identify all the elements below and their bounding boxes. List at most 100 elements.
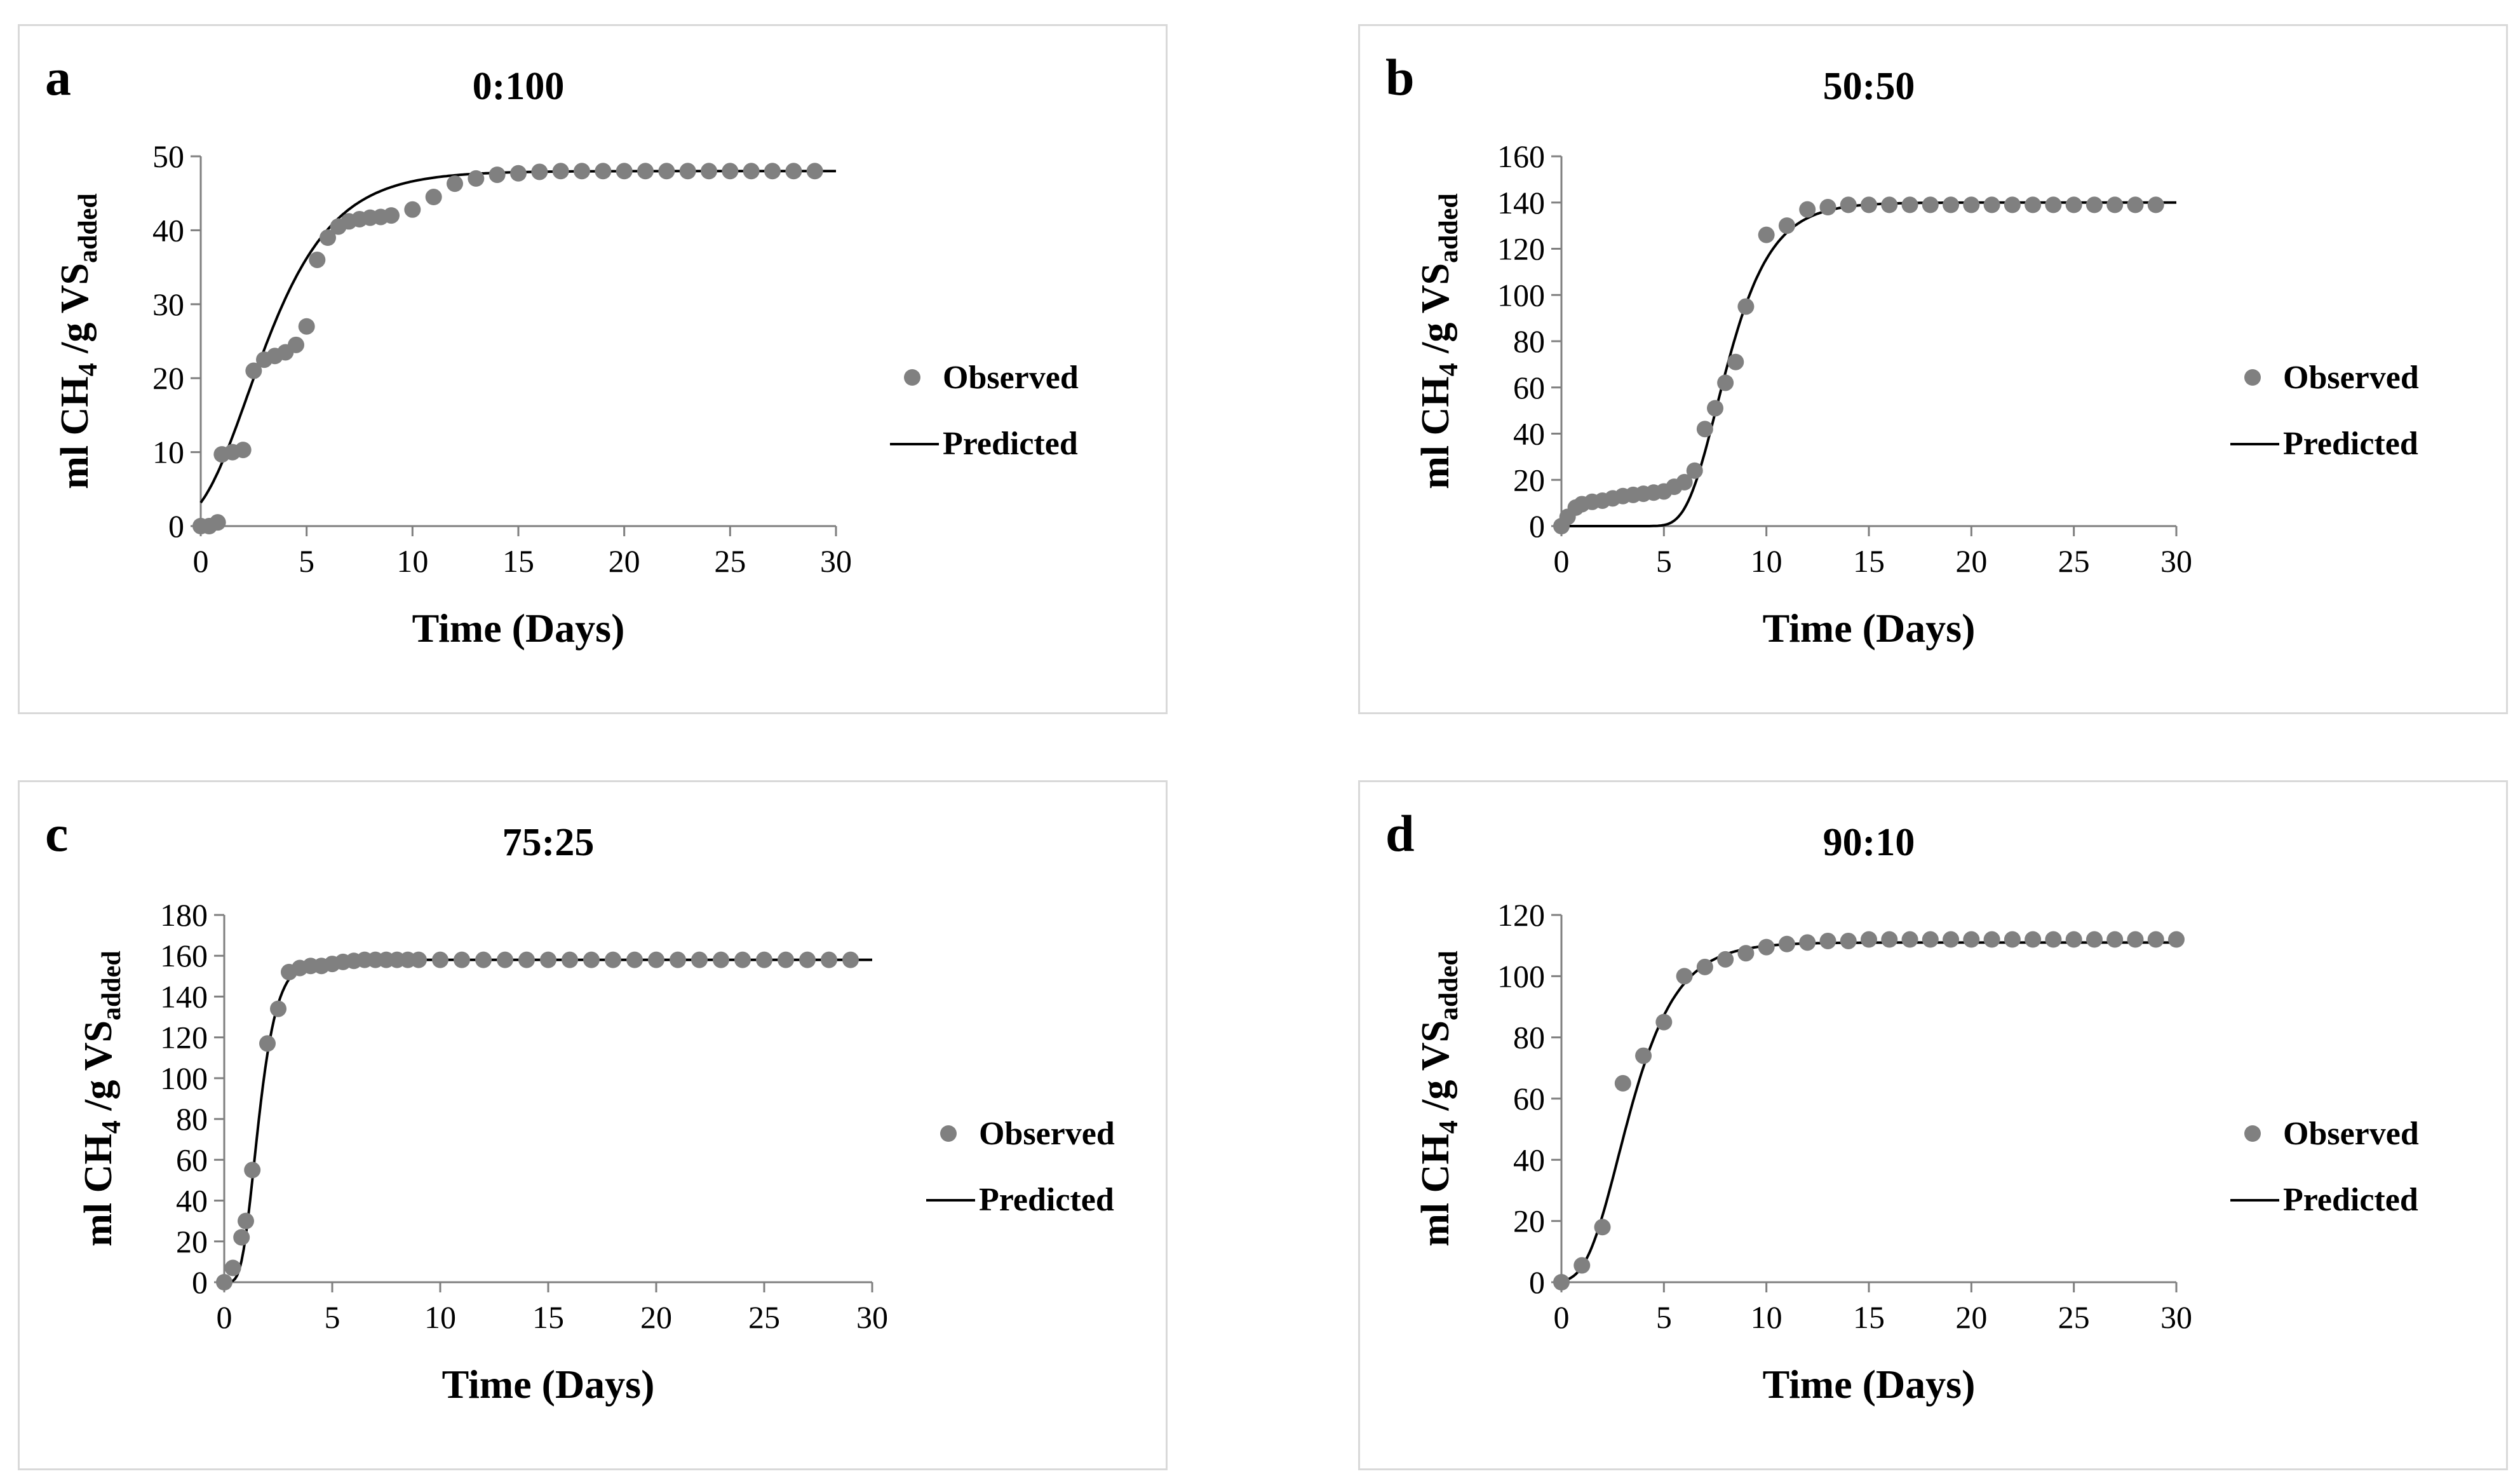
observed-point [1778,217,1795,234]
observed-point [2004,931,2021,948]
observed-point [778,951,794,968]
legend-observed-label: Observed [2283,1116,2419,1152]
observed-point [2085,931,2103,948]
observed-point [288,336,304,353]
observed-point [1717,951,1734,968]
x-tick-label: 30 [820,543,852,579]
observed-point [259,1035,276,1052]
observed-point [756,951,772,968]
x-axis-label: Time (Days) [442,1362,655,1407]
legend-predicted-label: Predicted [2283,1182,2418,1218]
y-tick-label: 100 [160,1060,208,1096]
legend-observed-label: Observed [979,1116,1115,1152]
observed-point [734,951,751,968]
observed-point [489,166,506,184]
y-tick-label: 120 [1497,897,1545,933]
x-tick-label: 25 [748,1299,780,1335]
x-tick-label: 15 [502,543,534,579]
observed-point [1963,196,1980,213]
observed-point [2147,931,2164,948]
panel-letter: b [1385,48,1415,106]
legend-observed-marker [2244,369,2261,386]
observed-point [2127,196,2144,213]
observed-point [234,442,252,459]
chart-title: 0:100 [473,65,565,108]
observed-point [1963,931,1980,948]
observed-point [2106,196,2124,213]
legend-predicted-label: Predicted [2283,426,2418,462]
chart-title: 75:25 [502,821,595,864]
observed-point [1676,968,1693,985]
y-axis-label-sub2: added [1434,193,1464,263]
observed-point [1881,196,1898,213]
observed-point [2025,196,2042,213]
x-tick-label: 25 [2058,1299,2090,1335]
observed-point [691,951,708,968]
observed-point [209,514,226,531]
x-tick-label: 15 [1853,543,1885,579]
observed-point [1881,931,1898,948]
legend-observed-marker [904,369,920,386]
legend-observed-label: Observed [943,360,1079,396]
observed-point [1861,196,1877,213]
chart-panel-a: a 0:100 0 10 20 30 40 50 0 5 10 15 20 25 30 Time (Days)… [18,24,1168,714]
observed-point [238,1212,254,1229]
y-axis-label-sub2: added [74,193,103,263]
observed-point [1983,196,2000,213]
observed-point [806,163,823,180]
y-tick-label: 160 [1497,139,1545,174]
x-tick-label: 0 [1554,1299,1570,1335]
observed-point [1696,958,1713,975]
chart-svg-d: d 90:10 0 20 40 60 80 100 120 0 5 10 15 20 25 30 Time (D… [1385,804,2419,1407]
y-tick-label: 0 [1529,1264,1545,1300]
predicted-line [1561,941,2176,1283]
observed-point [1614,1074,1631,1092]
y-tick-label: 100 [1497,958,1545,994]
observed-point [670,951,686,968]
x-tick-label: 15 [1853,1299,1885,1335]
x-tick-label: 10 [396,543,428,579]
y-axis-label-main: ml CH [53,376,97,489]
predicted-line [1561,201,2176,527]
chart-title: 90:10 [1823,821,1915,864]
chart-svg-a: a 0:100 0 10 20 30 40 50 0 5 10 15 20 25 30 Time (Days)… [45,48,1079,651]
y-tick-label: 80 [1513,1020,1545,1055]
y-tick-label: 0 [168,508,184,544]
x-tick-label: 30 [856,1299,888,1335]
observed-point [595,163,612,180]
predicted-line [224,958,872,1283]
y-axis-label-sub: 4 [74,363,103,376]
observed-point [1655,1013,1673,1031]
x-tick-label: 10 [1751,1299,1782,1335]
observed-point [616,163,633,180]
x-tick-label: 25 [2058,543,2090,579]
observed-point [224,1259,241,1276]
observed-point [468,170,485,187]
y-axis-label-sub2: added [1434,951,1464,1020]
observed-point [1635,1047,1652,1064]
y-axis-label: ml CH4 /g VSadded [1414,951,1464,1246]
observed-point [1778,935,1795,952]
y-axis-label-sub2: added [97,951,126,1020]
observed-point [2065,196,2082,213]
observed-point [497,951,513,968]
x-tick-label: 5 [299,543,314,579]
y-tick-label: 20 [1513,1203,1545,1239]
observed-point [1840,932,1857,949]
observed-point [2004,196,2021,213]
y-tick-label: 160 [160,938,208,973]
legend-observed-marker [2244,1125,2261,1142]
y-tick-label: 20 [1513,462,1545,498]
observed-point [270,1000,286,1017]
y-tick-label: 180 [160,897,208,933]
x-tick-label: 0 [193,543,209,579]
x-tick-label: 10 [1751,543,1782,579]
observed-point [785,163,802,180]
y-tick-label: 120 [160,1020,208,1055]
x-tick-label: 15 [532,1299,564,1335]
legend-observed-label: Observed [2283,360,2419,396]
y-axis-label: ml CH4 /g VSadded [1414,193,1464,489]
observed-point [2085,196,2103,213]
observed-point [1819,932,1836,949]
observed-point [1799,201,1816,218]
